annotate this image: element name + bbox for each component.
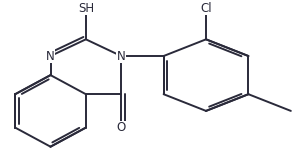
Text: N: N xyxy=(117,50,125,62)
Text: Cl: Cl xyxy=(200,2,212,15)
Text: SH: SH xyxy=(78,2,94,15)
Text: N: N xyxy=(46,50,55,62)
Text: O: O xyxy=(117,121,126,134)
